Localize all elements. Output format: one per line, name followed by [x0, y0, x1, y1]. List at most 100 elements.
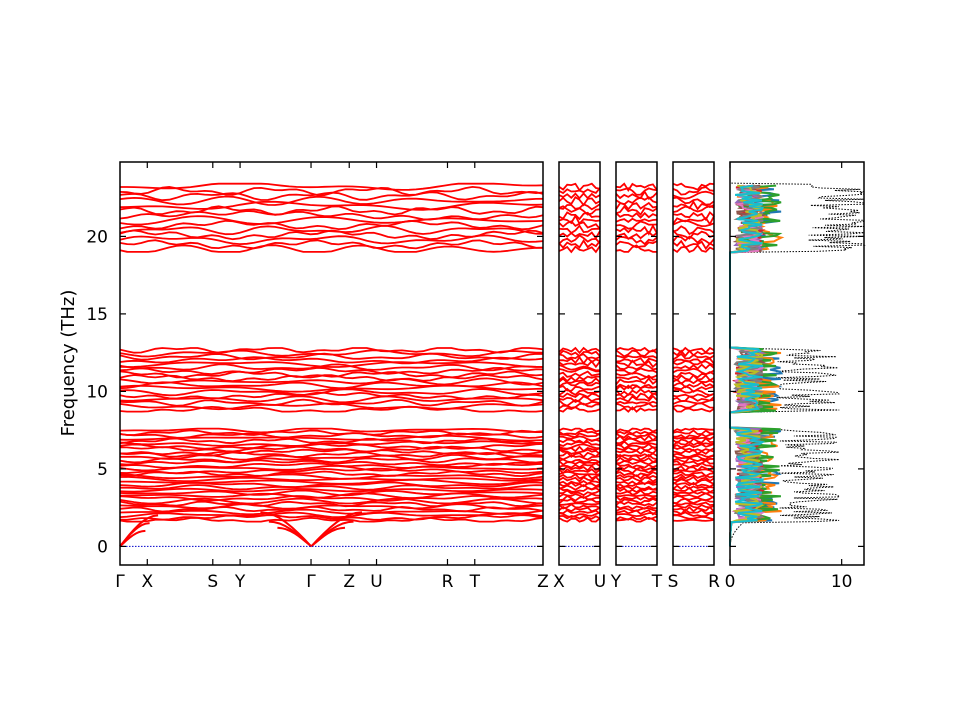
- band-line: [672, 182, 715, 191]
- band-line: [558, 443, 601, 450]
- band-line: [672, 459, 715, 466]
- band-line: [119, 475, 544, 483]
- band-line: [558, 355, 601, 365]
- band-line: [558, 245, 601, 254]
- band-line: [558, 454, 601, 461]
- band-line: [119, 470, 544, 478]
- band-line: [558, 468, 601, 475]
- band-line: [119, 405, 544, 413]
- band-line: [558, 460, 601, 466]
- band-line: [120, 478, 544, 486]
- band-line: [615, 494, 658, 498]
- band-line: [119, 381, 544, 390]
- y-tick-label: 0: [97, 537, 108, 557]
- band-line: [672, 346, 715, 354]
- band-line: [558, 234, 601, 245]
- band-line: [672, 452, 715, 458]
- band-line: [558, 489, 601, 497]
- band-line: [119, 429, 543, 436]
- band-line: [558, 349, 601, 358]
- band-line: [615, 189, 658, 200]
- band-line: [615, 400, 658, 405]
- band-line: [119, 487, 544, 493]
- band-line: [119, 185, 544, 197]
- band-line: [672, 514, 715, 521]
- band-line: [119, 374, 544, 383]
- band-line: [615, 465, 658, 472]
- band-line: [672, 186, 715, 196]
- band-line: [119, 511, 544, 519]
- dos-x-tick-label: 10: [831, 572, 853, 592]
- panel-frame: [615, 161, 658, 566]
- band-line: [120, 182, 544, 191]
- band-line: [673, 433, 715, 439]
- band-line: [558, 370, 601, 378]
- band-line: [672, 239, 715, 251]
- band-line: [673, 492, 715, 499]
- dos-layer: [729, 180, 866, 547]
- x-path-label: Y: [234, 572, 246, 592]
- band-line: [615, 452, 658, 458]
- band-line: [120, 484, 544, 491]
- band-line: [615, 223, 658, 236]
- band-line: [558, 498, 601, 505]
- band-line: [673, 505, 715, 513]
- band-line: [119, 398, 544, 407]
- band-line: [615, 377, 658, 386]
- band-line: [558, 493, 601, 500]
- band-line: [119, 443, 544, 450]
- band-line: [615, 405, 658, 413]
- band-line: [119, 388, 544, 397]
- band-line: [672, 435, 715, 441]
- band-line: [672, 190, 715, 200]
- band-line: [558, 392, 601, 399]
- band-line: [672, 385, 715, 393]
- band-line: [119, 219, 544, 231]
- band-line: [615, 486, 658, 494]
- x-path-label: S: [207, 572, 218, 592]
- band-line: [615, 430, 658, 435]
- band-line: [119, 451, 544, 458]
- y-tick-label: 15: [86, 305, 108, 325]
- band-line: [119, 503, 544, 510]
- band-line: [558, 480, 601, 486]
- band-line: [615, 495, 658, 502]
- band-line: [672, 481, 715, 488]
- band-line: [558, 494, 600, 502]
- band-line: [615, 388, 658, 397]
- band-line: [672, 367, 715, 376]
- band-line: [672, 200, 715, 211]
- band-line: [558, 214, 601, 226]
- band-line: [615, 500, 658, 507]
- band-line: [558, 192, 601, 200]
- band-line: [672, 205, 715, 213]
- band-line: [558, 432, 601, 439]
- band-line: [615, 437, 658, 444]
- band-line: [558, 406, 601, 413]
- band-line: [558, 435, 601, 442]
- band-line: [672, 406, 715, 413]
- band-line: [558, 230, 601, 240]
- band-line: [615, 359, 658, 369]
- band-line: [615, 460, 658, 466]
- band-line: [672, 456, 715, 463]
- band-line: [558, 377, 601, 385]
- band-line: [558, 360, 601, 369]
- band-line: [615, 507, 658, 512]
- band-line: [558, 451, 601, 459]
- band-line: [119, 347, 544, 354]
- band-line: [558, 470, 601, 476]
- y-tick-label: 20: [86, 227, 108, 247]
- band-line: [672, 229, 715, 240]
- band-line: [119, 356, 544, 365]
- band-line: [120, 448, 544, 456]
- band-line: [615, 440, 658, 447]
- band-line: [119, 440, 544, 447]
- band-line: [615, 217, 658, 224]
- band-line: [558, 448, 601, 455]
- band-line: [672, 395, 715, 403]
- x-path-label: Γ: [306, 572, 316, 592]
- band-line: [119, 508, 544, 516]
- partial-dos-curve: [729, 184, 766, 547]
